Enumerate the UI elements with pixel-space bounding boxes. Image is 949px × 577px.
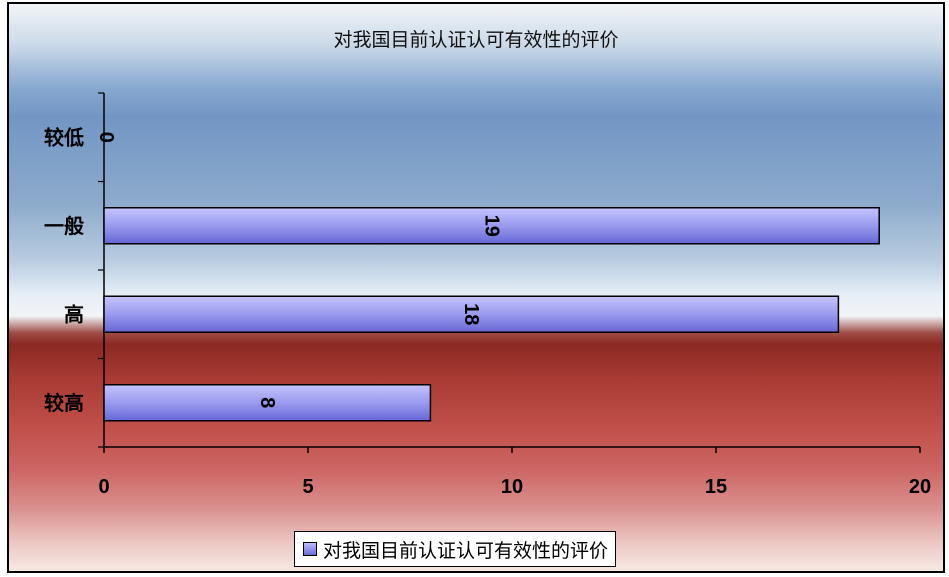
data-label: 8 [256,397,278,408]
chart-legend: 对我国目前认证认可有效性的评价 [294,531,617,567]
x-tick-label: 5 [302,476,313,498]
data-label: 19 [481,215,503,237]
bar [103,207,880,245]
legend-label: 对我国目前认证认可有效性的评价 [323,539,609,562]
x-tick-label: 10 [501,476,523,498]
bar [103,295,840,333]
x-tick-label: 0 [98,476,109,498]
x-tick-label: 15 [705,476,727,498]
category-label: 高 [64,302,84,326]
category-label: 较低 [44,125,84,149]
category-label: 一般 [44,214,84,238]
category-label: 较高 [44,391,84,415]
data-label: 0 [95,132,117,143]
data-label: 18 [460,303,482,325]
chart-title: 对我国目前认证认可有效性的评价 [333,29,618,51]
legend-swatch [303,542,317,556]
x-tick-label: 20 [909,476,931,498]
chart-area [7,2,945,573]
bar [103,384,432,422]
